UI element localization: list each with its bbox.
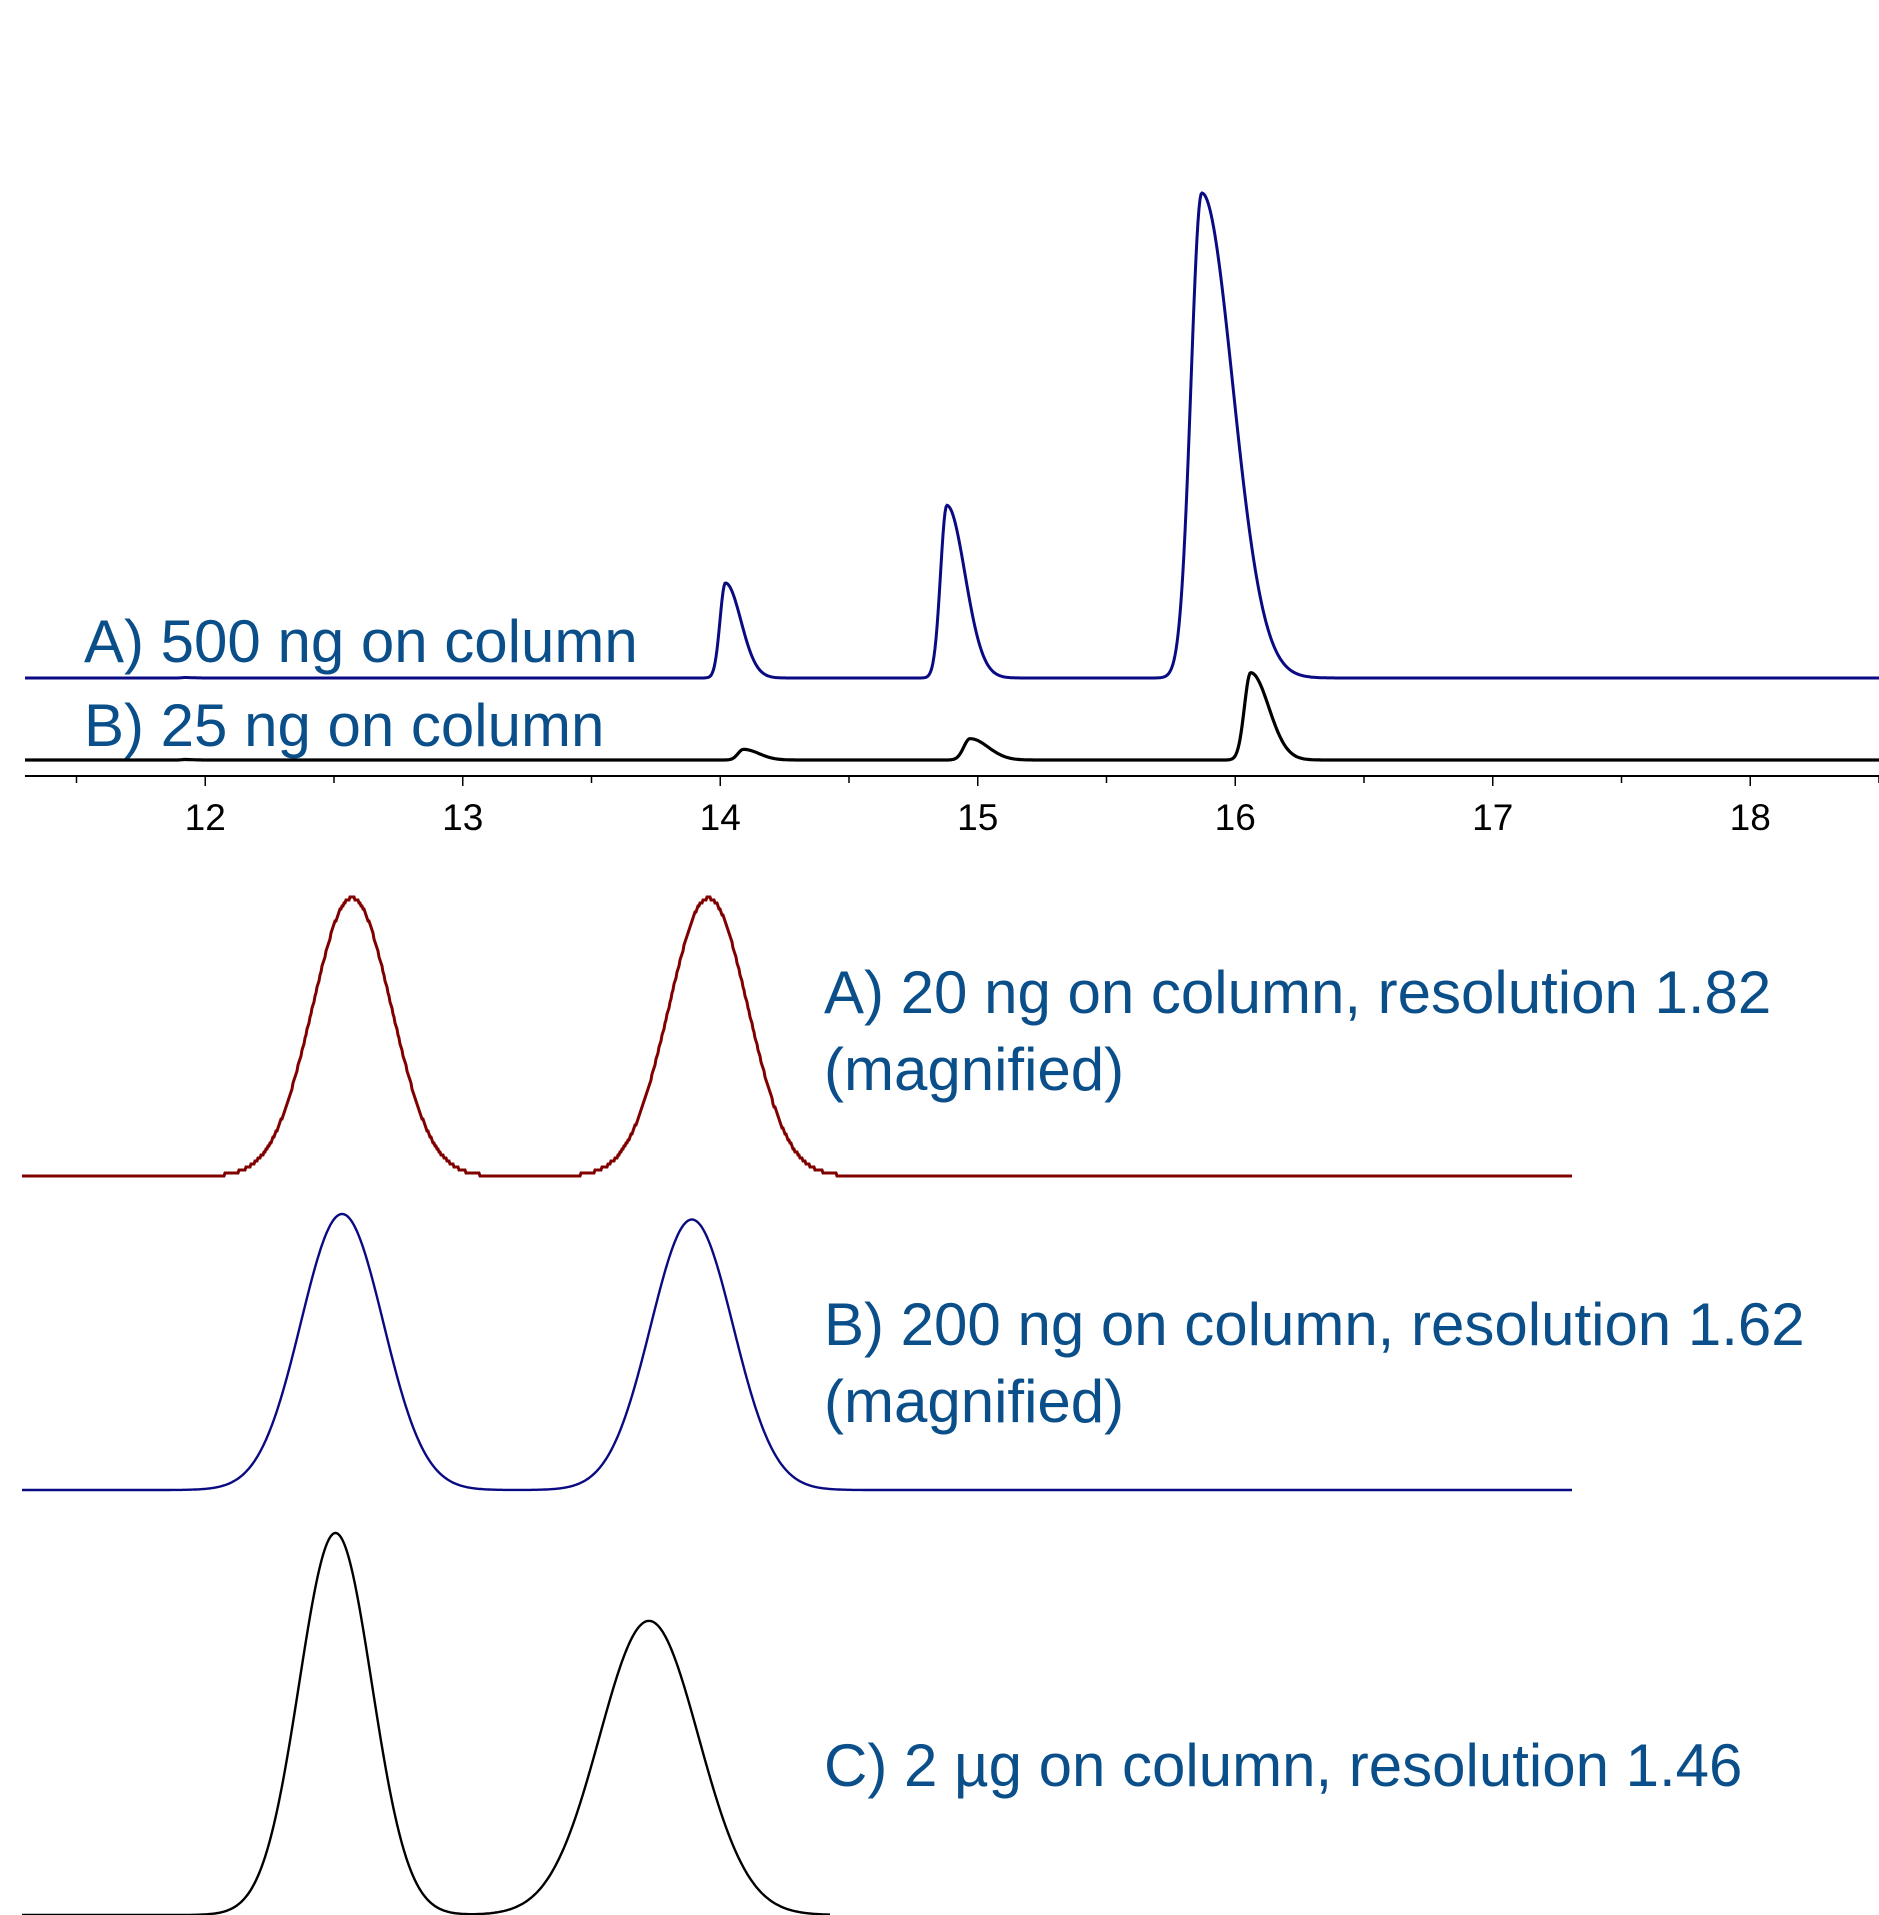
tick-label-13: 13 <box>442 797 483 838</box>
trace-2ug <box>22 1531 830 1915</box>
trace-25ng <box>25 671 1879 762</box>
time-axis-ticks: 12 13 14 15 16 17 18 <box>75 776 1879 838</box>
tick-label-17: 17 <box>1472 797 1513 838</box>
trace-500ng <box>25 191 1879 680</box>
top-traces <box>25 191 1879 762</box>
magnified-peak-pair-comparison: A) 20 ng on column, resolution 1.82 (mag… <box>22 895 1805 1915</box>
overlay-chromatogram: 12 13 14 15 16 17 18 A) 500 ng on column B) 25… <box>25 191 1879 838</box>
trace-label-25ng: B) 25 ng on column <box>84 692 604 759</box>
tick-label-18: 18 <box>1730 797 1771 838</box>
trace-200ng <box>22 1212 1572 1492</box>
trace-label-2ug: C) 2 µg on column, resolution 1.46 <box>824 1732 1742 1799</box>
trace-20ng <box>22 895 1572 1178</box>
trace-label-20ng-note: (magnified) <box>824 1036 1124 1103</box>
tick-label-12: 12 <box>185 797 226 838</box>
tick-label-16: 16 <box>1215 797 1256 838</box>
zoom-traces <box>22 895 1572 1915</box>
tick-label-14: 14 <box>700 797 741 838</box>
tick-label-15: 15 <box>957 797 998 838</box>
trace-label-500ng: A) 500 ng on column <box>84 608 638 675</box>
trace-label-200ng: B) 200 ng on column, resolution 1.62 <box>824 1291 1805 1358</box>
trace-label-20ng: A) 20 ng on column, resolution 1.82 <box>824 959 1771 1026</box>
trace-label-200ng-note: (magnified) <box>824 1368 1124 1435</box>
